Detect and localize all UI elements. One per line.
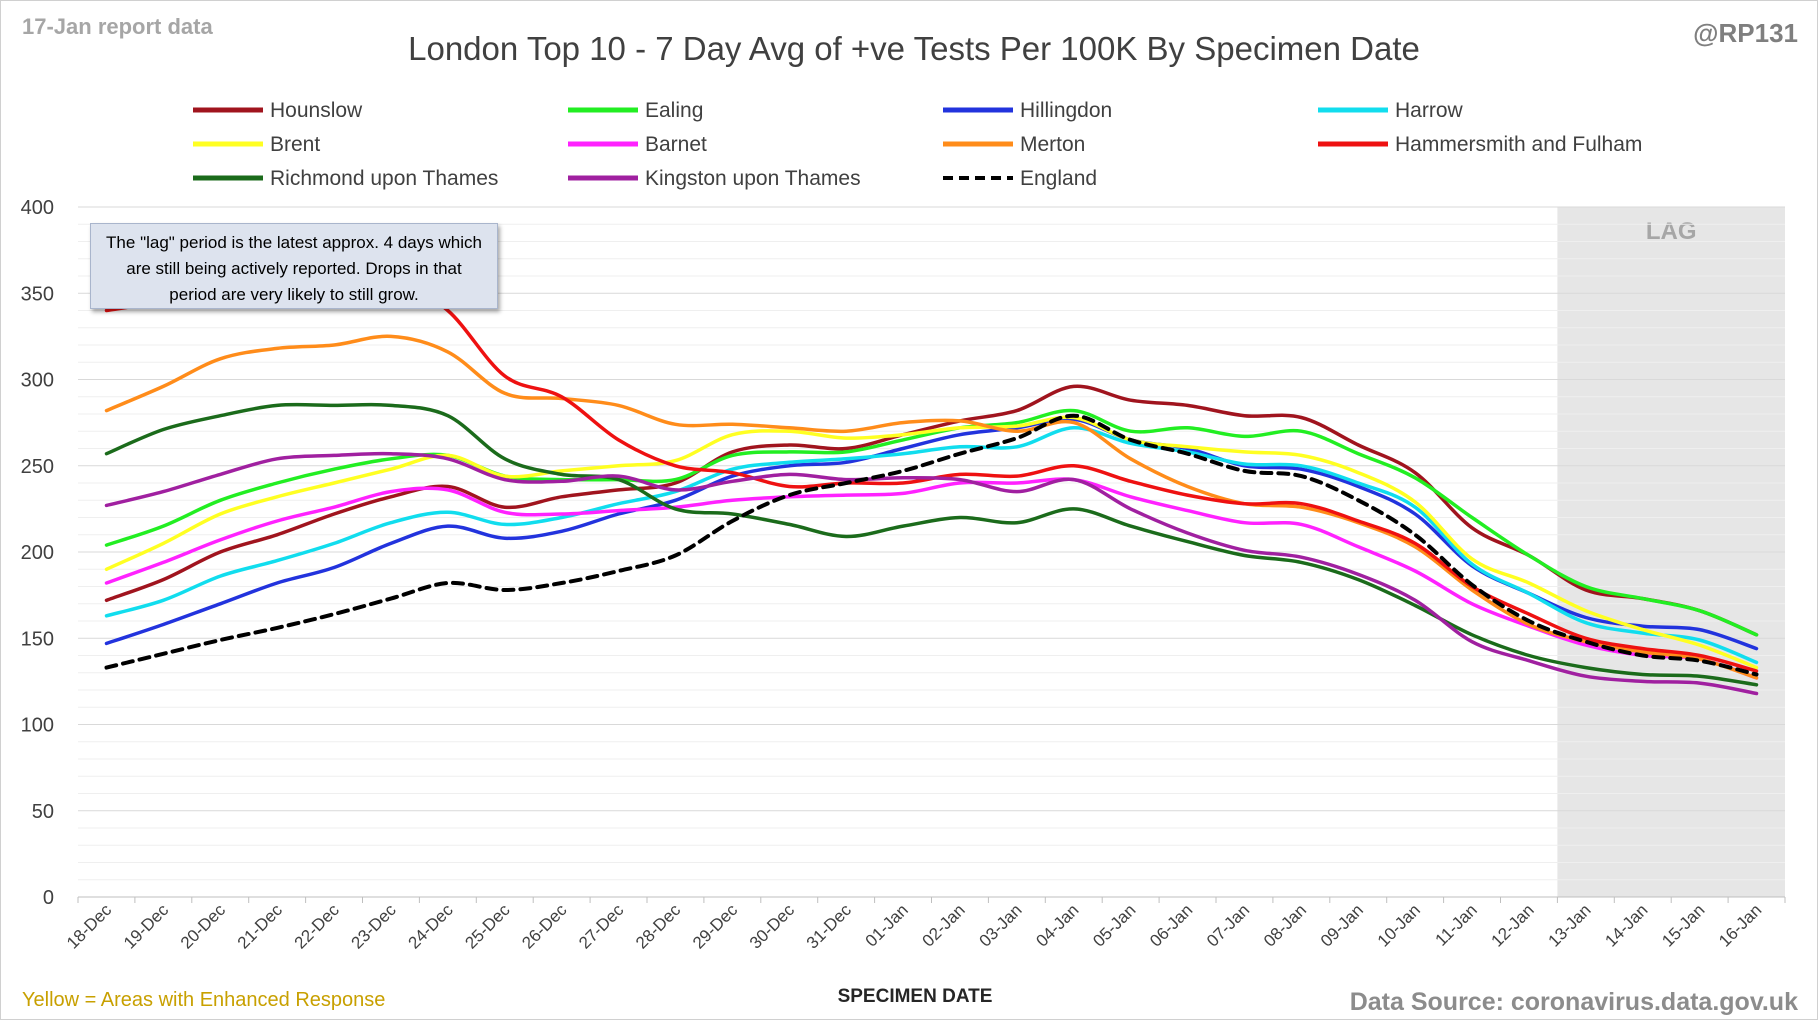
x-tick-label: 12-Jan <box>1488 900 1538 950</box>
legend-item-richmond-upon-thames: Richmond upon Thames <box>193 167 498 190</box>
legend-item-harrow: Harrow <box>1318 99 1464 122</box>
x-tick-label: 23-Dec <box>348 900 401 953</box>
legend-label: Hounslow <box>270 99 363 122</box>
x-tick-label: 27-Dec <box>575 900 628 953</box>
legend-label: Richmond upon Thames <box>270 167 498 190</box>
legend-label: Kingston upon Thames <box>645 167 861 190</box>
legend-label: Merton <box>1020 133 1085 156</box>
x-tick-label: 03-Jan <box>975 900 1025 950</box>
y-tick-label: 350 <box>21 283 54 305</box>
series-line-harrow <box>104 426 1759 665</box>
series-line-england <box>104 413 1759 677</box>
x-tick-label: 09-Jan <box>1317 900 1367 950</box>
x-tick-label: 04-Jan <box>1032 900 1082 950</box>
y-tick-label: 150 <box>21 628 54 650</box>
series-line-barnet <box>104 477 1759 680</box>
series-line-merton <box>104 334 1759 680</box>
x-tick-label: 11-Jan <box>1432 900 1481 949</box>
data-source-label: Data Source: coronavirus.data.gov.uk <box>1350 988 1798 1016</box>
legend-item-hillingdon: Hillingdon <box>943 99 1112 122</box>
series-line-kingston-upon-thames <box>104 451 1759 696</box>
handle-label: @RP131 <box>1693 18 1798 48</box>
y-tick-label: 50 <box>32 801 54 823</box>
lag-label: LAG <box>1646 218 1697 245</box>
x-tick-label: 19-Dec <box>120 900 173 953</box>
x-tick-label: 31-Dec <box>803 900 856 953</box>
x-tick-label: 22-Dec <box>291 900 344 953</box>
x-tick-label: 13-Jan <box>1544 900 1594 950</box>
legend-label: Harrow <box>1395 99 1464 122</box>
legend-label: England <box>1020 167 1097 190</box>
legend-item-brent: Brent <box>193 133 320 156</box>
y-tick-label: 250 <box>21 456 54 478</box>
x-tick-label: 21-Dec <box>234 900 287 953</box>
x-tick-label: 30-Dec <box>746 900 799 953</box>
x-tick-label: 14-Jan <box>1601 900 1651 950</box>
y-tick-label: 200 <box>21 542 54 564</box>
legend-label: Ealing <box>645 99 703 122</box>
legend-label: Hammersmith and Fulham <box>1395 133 1642 156</box>
x-tick-label: 02-Jan <box>919 900 969 950</box>
x-tick-label: 08-Jan <box>1260 900 1310 950</box>
x-tick-label: 01-Jan <box>862 900 912 950</box>
x-tick-label: 10-Jan <box>1374 900 1424 950</box>
legend-label: Brent <box>270 133 320 156</box>
y-tick-label: 100 <box>21 715 54 737</box>
x-tick-label: 25-Dec <box>461 900 514 953</box>
enhanced-response-note: Yellow = Areas with Enhanced Response <box>22 989 385 1011</box>
x-tick-label: 15-Jan <box>1658 900 1708 950</box>
x-tick-label: 24-Dec <box>404 900 457 953</box>
series-line-hounslow <box>104 384 1759 637</box>
x-tick-label: 28-Dec <box>632 900 685 953</box>
x-tick-label: 06-Jan <box>1146 900 1196 950</box>
chart-title: London Top 10 - 7 Day Avg of +ve Tests P… <box>408 30 1420 67</box>
y-tick-label: 400 <box>21 197 54 219</box>
x-tick-label: 07-Jan <box>1203 900 1253 950</box>
legend-label: Hillingdon <box>1020 99 1112 122</box>
y-tick-label: 300 <box>21 370 54 392</box>
legend-item-hammersmith-and-fulham: Hammersmith and Fulham <box>1318 133 1642 156</box>
legend-item-england: England <box>943 167 1097 190</box>
x-tick-label: 18-Dec <box>63 900 116 953</box>
x-tick-label: 29-Dec <box>689 900 742 953</box>
x-tick-label: 26-Dec <box>518 900 571 953</box>
report-date-label: 17-Jan report data <box>22 14 213 39</box>
x-tick-label: 05-Jan <box>1089 900 1139 950</box>
lag-note-box: The "lag" period is the latest approx. 4… <box>90 223 498 309</box>
legend-item-barnet: Barnet <box>568 133 707 156</box>
legend-item-ealing: Ealing <box>568 99 703 122</box>
x-axis-label: SPECIMEN DATE <box>838 986 993 1007</box>
x-tick-label: 16-Jan <box>1715 900 1765 950</box>
y-tick-label: 0 <box>43 887 54 909</box>
legend-item-kingston-upon-thames: Kingston upon Thames <box>568 167 861 190</box>
legend-label: Barnet <box>645 133 707 156</box>
legend: Hounslow Ealing Hillingdon Harrow Brent Barne… <box>193 99 1642 190</box>
x-tick-label: 20-Dec <box>177 900 230 953</box>
legend-item-merton: Merton <box>943 133 1085 156</box>
series-line-richmond-upon-thames <box>104 402 1759 687</box>
series-line-brent <box>104 415 1759 670</box>
legend-item-hounslow: Hounslow <box>193 99 363 122</box>
